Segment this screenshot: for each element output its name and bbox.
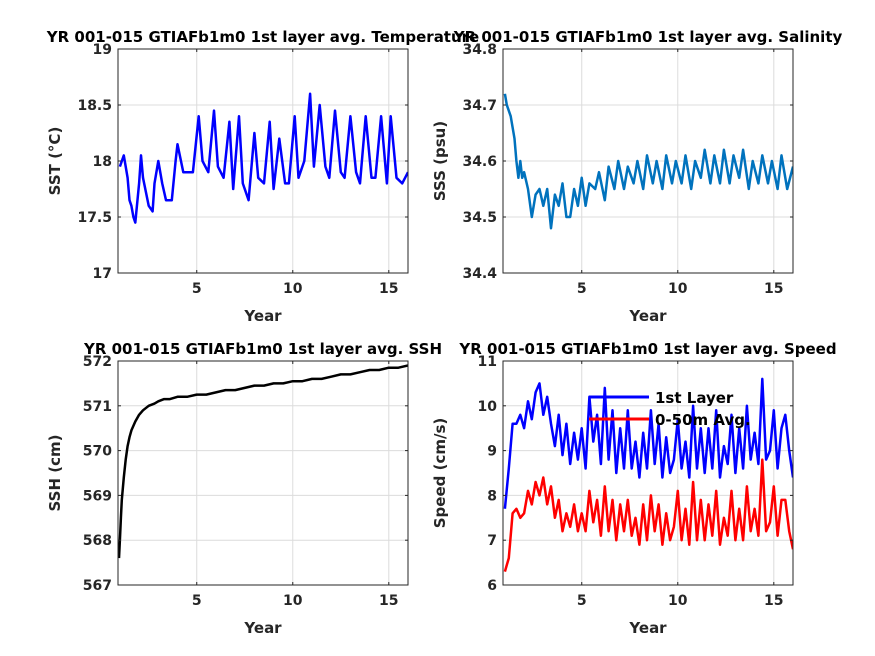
x-tick-label: 10 bbox=[283, 593, 303, 609]
x-tick-label: 15 bbox=[379, 281, 398, 297]
y-axis-label: SSS (psu) bbox=[431, 121, 449, 201]
y-tick-label: 8 bbox=[487, 488, 497, 504]
y-tick-label: 9 bbox=[487, 444, 497, 460]
legend-label-2: 0-50m Avg. bbox=[655, 411, 751, 429]
y-tick-label: 17.5 bbox=[77, 210, 112, 226]
x-tick-label: 10 bbox=[283, 281, 303, 297]
y-tick-label: 17 bbox=[93, 266, 112, 282]
y-tick-label: 34.6 bbox=[462, 154, 497, 170]
x-axis-label: Year bbox=[628, 619, 667, 637]
legend-label-1: 1st Layer bbox=[655, 389, 734, 407]
y-axis-label: SST (°C) bbox=[46, 127, 64, 196]
y-tick-label: 568 bbox=[83, 533, 112, 549]
y-tick-label: 7 bbox=[487, 533, 497, 549]
y-tick-label: 569 bbox=[83, 488, 112, 504]
y-tick-label: 18 bbox=[93, 154, 112, 170]
chart-title: YR 001-015 GTIAFb1m0 1st layer avg. Sali… bbox=[453, 28, 843, 46]
x-tick-label: 15 bbox=[764, 281, 783, 297]
y-tick-label: 34.4 bbox=[462, 266, 497, 282]
chart-3: 5 10 15 567 568 569 570 571 572 Year SSH (cm) YR 00… bbox=[46, 340, 442, 637]
y-tick-label: 19 bbox=[93, 42, 112, 58]
chart-4: 5 10 15 6 7 8 9 10 11 Year Speed (cm/s) YR 001-015 … bbox=[431, 340, 837, 637]
x-tick-label: 15 bbox=[379, 593, 398, 609]
y-tick-label: 567 bbox=[83, 578, 112, 594]
chart-title: YR 001-015 GTIAFb1m0 1st layer avg. Temp… bbox=[46, 28, 479, 46]
x-tick-label: 15 bbox=[764, 593, 783, 609]
y-tick-label: 34.5 bbox=[462, 210, 497, 226]
x-axis-label: Year bbox=[243, 307, 282, 325]
series-line-1 bbox=[503, 377, 793, 509]
y-tick-label: 6 bbox=[487, 578, 497, 594]
y-axis-label: Speed (cm/s) bbox=[431, 418, 449, 529]
y-tick-label: 34.7 bbox=[462, 98, 497, 114]
legend: 1st Layer 0-50m Avg. bbox=[589, 389, 751, 429]
chart-2: 5 10 15 34.4 34.5 34.6 34.7 34.8 Year SSS (psu) YR… bbox=[431, 28, 842, 325]
y-tick-label: 34.8 bbox=[462, 42, 497, 58]
chart-title: YR 001-015 GTIAFb1m0 1st layer avg. SSH bbox=[83, 340, 442, 358]
y-axis-label: SSH (cm) bbox=[46, 435, 64, 512]
y-tick-label: 11 bbox=[478, 354, 497, 370]
y-tick-label: 570 bbox=[83, 444, 112, 460]
plot-area bbox=[503, 361, 793, 585]
y-tick-label: 10 bbox=[478, 399, 498, 415]
x-tick-label: 5 bbox=[192, 593, 202, 609]
chart-1: 5 10 15 17 17.5 18 18.5 19 Year SST (°C) YR 001-01… bbox=[46, 28, 479, 325]
x-tick-label: 5 bbox=[577, 593, 587, 609]
chart-title: YR 001-015 GTIAFb1m0 1st layer avg. Spee… bbox=[458, 340, 836, 358]
x-tick-label: 5 bbox=[577, 281, 587, 297]
axes-box bbox=[502, 360, 794, 586]
plot-area bbox=[118, 361, 408, 585]
x-axis-label: Year bbox=[243, 619, 282, 637]
axes-box bbox=[117, 360, 409, 586]
y-tick-label: 18.5 bbox=[77, 98, 112, 114]
x-tick-label: 5 bbox=[192, 281, 202, 297]
x-tick-label: 10 bbox=[668, 281, 688, 297]
series-line-2 bbox=[503, 458, 793, 572]
y-tick-label: 572 bbox=[83, 354, 112, 370]
series-line-1 bbox=[503, 93, 793, 230]
x-axis-label: Year bbox=[628, 307, 667, 325]
series-line-1 bbox=[118, 92, 408, 224]
x-tick-label: 10 bbox=[668, 593, 688, 609]
y-tick-label: 571 bbox=[83, 399, 112, 415]
series-line-1 bbox=[118, 364, 408, 559]
